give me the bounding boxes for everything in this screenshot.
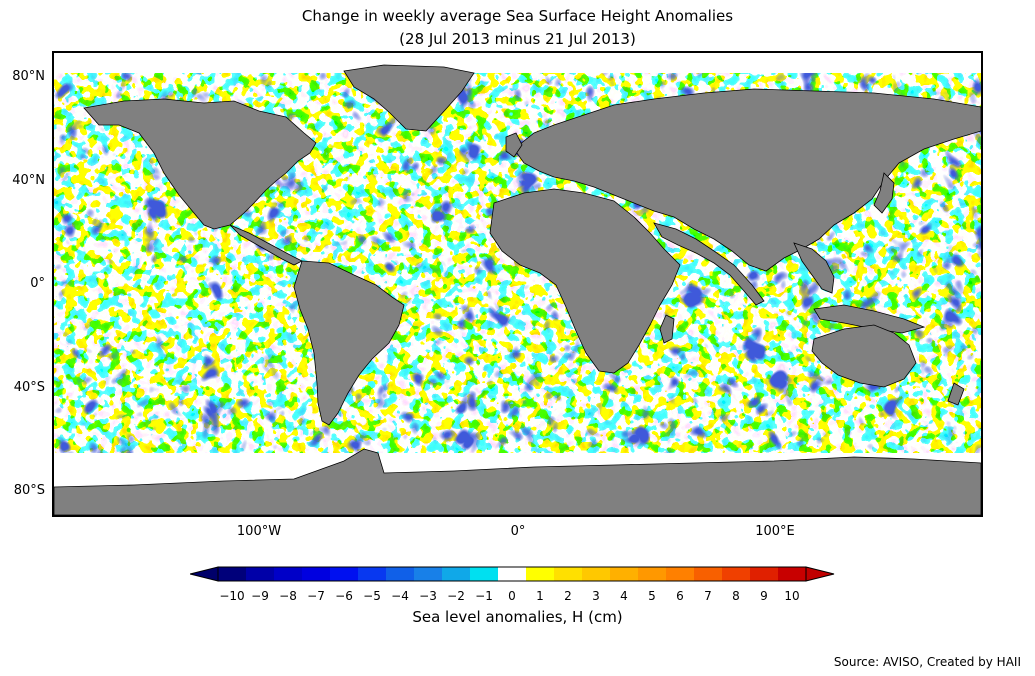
- colorbar-tick-label: −7: [307, 589, 325, 603]
- arabia-india-landmass: [653, 222, 765, 306]
- colorbar-cell: [498, 567, 526, 581]
- lat-label-0: 0°: [30, 276, 45, 291]
- southeast-asia-landmass: [793, 242, 835, 294]
- colorbar-cell: [610, 567, 638, 581]
- colorbar-tick-label: 6: [676, 589, 684, 603]
- colorbar-tick-label: −3: [419, 589, 437, 603]
- colorbar-cell: [750, 567, 778, 581]
- map-title: Change in weekly average Sea Surface Hei…: [301, 7, 734, 25]
- colorbar-tick-label: −10: [219, 589, 245, 603]
- colorbar-tick-label: −2: [447, 589, 465, 603]
- world-map: [54, 64, 981, 515]
- lon-label-100w: 100°W: [236, 524, 282, 539]
- africa-landmass: [489, 188, 681, 374]
- australia-landmass: [811, 324, 917, 388]
- colorbar-cell: [470, 567, 498, 581]
- colorbar-cell: [554, 567, 582, 581]
- colorbar-cell: [722, 567, 750, 581]
- lat-label-40s: 40°S: [13, 380, 45, 395]
- colorbar-under-arrow: [190, 566, 219, 582]
- land-masses: [54, 64, 981, 515]
- colorbar-cell: [218, 567, 246, 581]
- colorbar-cell: [330, 567, 358, 581]
- colorbar-tick-label: 5: [648, 589, 656, 603]
- lat-label-40n: 40°N: [12, 173, 45, 188]
- new-zealand-landmass: [947, 382, 965, 406]
- colorbar-cell: [442, 567, 470, 581]
- map-subtitle: (28 Jul 2013 minus 21 Jul 2013): [399, 30, 636, 48]
- colorbar-cell: [302, 567, 330, 581]
- colorbar-tick-label: −4: [391, 589, 409, 603]
- colorbar: [190, 566, 835, 582]
- map-frame: [52, 51, 983, 517]
- uk-landmass: [505, 132, 523, 158]
- colorbar-label: Sea level anomalies, H (cm): [412, 608, 623, 626]
- japan-landmass: [873, 172, 895, 214]
- colorbar-cell: [778, 567, 806, 581]
- colorbar-tick-label: 3: [592, 589, 600, 603]
- colorbar-cell: [358, 567, 386, 581]
- colorbar-cell: [694, 567, 722, 581]
- central-america-landmass: [229, 224, 303, 266]
- colorbar-cell: [246, 567, 274, 581]
- colorbar-tick-label: 8: [732, 589, 740, 603]
- colorbar-tick-label: 9: [760, 589, 768, 603]
- lat-label-80n: 80°N: [12, 69, 45, 84]
- colorbar-tick-label: −6: [335, 589, 353, 603]
- south-america-landmass: [293, 260, 405, 426]
- colorbar-cell: [414, 567, 442, 581]
- colorbar-tick-label: −1: [475, 589, 493, 603]
- colorbar-tick-label: 0: [508, 589, 516, 603]
- colorbar-tick-label: −8: [279, 589, 297, 603]
- colorbar-over-arrow: [805, 566, 835, 582]
- source-credit: Source: AVISO, Created by HAII: [833, 655, 1021, 669]
- colorbar-cell: [274, 567, 302, 581]
- colorbar-tick-label: 10: [784, 589, 800, 603]
- madagascar-landmass: [659, 314, 675, 344]
- antarctica-landmass: [54, 448, 981, 515]
- colorbar-cell: [526, 567, 554, 581]
- lon-label-0: 0°: [510, 524, 526, 539]
- colorbar-cell: [582, 567, 610, 581]
- greenland-landmass: [343, 64, 475, 132]
- colorbar-cell: [666, 567, 694, 581]
- colorbar-tick-label: 4: [620, 589, 628, 603]
- colorbar-cell: [638, 567, 666, 581]
- indonesia-landmass: [813, 304, 926, 334]
- lon-label-100e: 100°E: [755, 524, 795, 539]
- colorbar-tick-label: 2: [564, 589, 572, 603]
- colorbar-cell: [386, 567, 414, 581]
- lat-label-80s: 80°S: [13, 483, 45, 498]
- colorbar-tick-label: 1: [536, 589, 544, 603]
- colorbar-tick-label: −5: [363, 589, 381, 603]
- colorbar-tick-label: 7: [704, 589, 712, 603]
- colorbar-tick-label: −9: [251, 589, 269, 603]
- europe-asia-landmass: [513, 88, 981, 272]
- north-america-landmass: [83, 98, 317, 230]
